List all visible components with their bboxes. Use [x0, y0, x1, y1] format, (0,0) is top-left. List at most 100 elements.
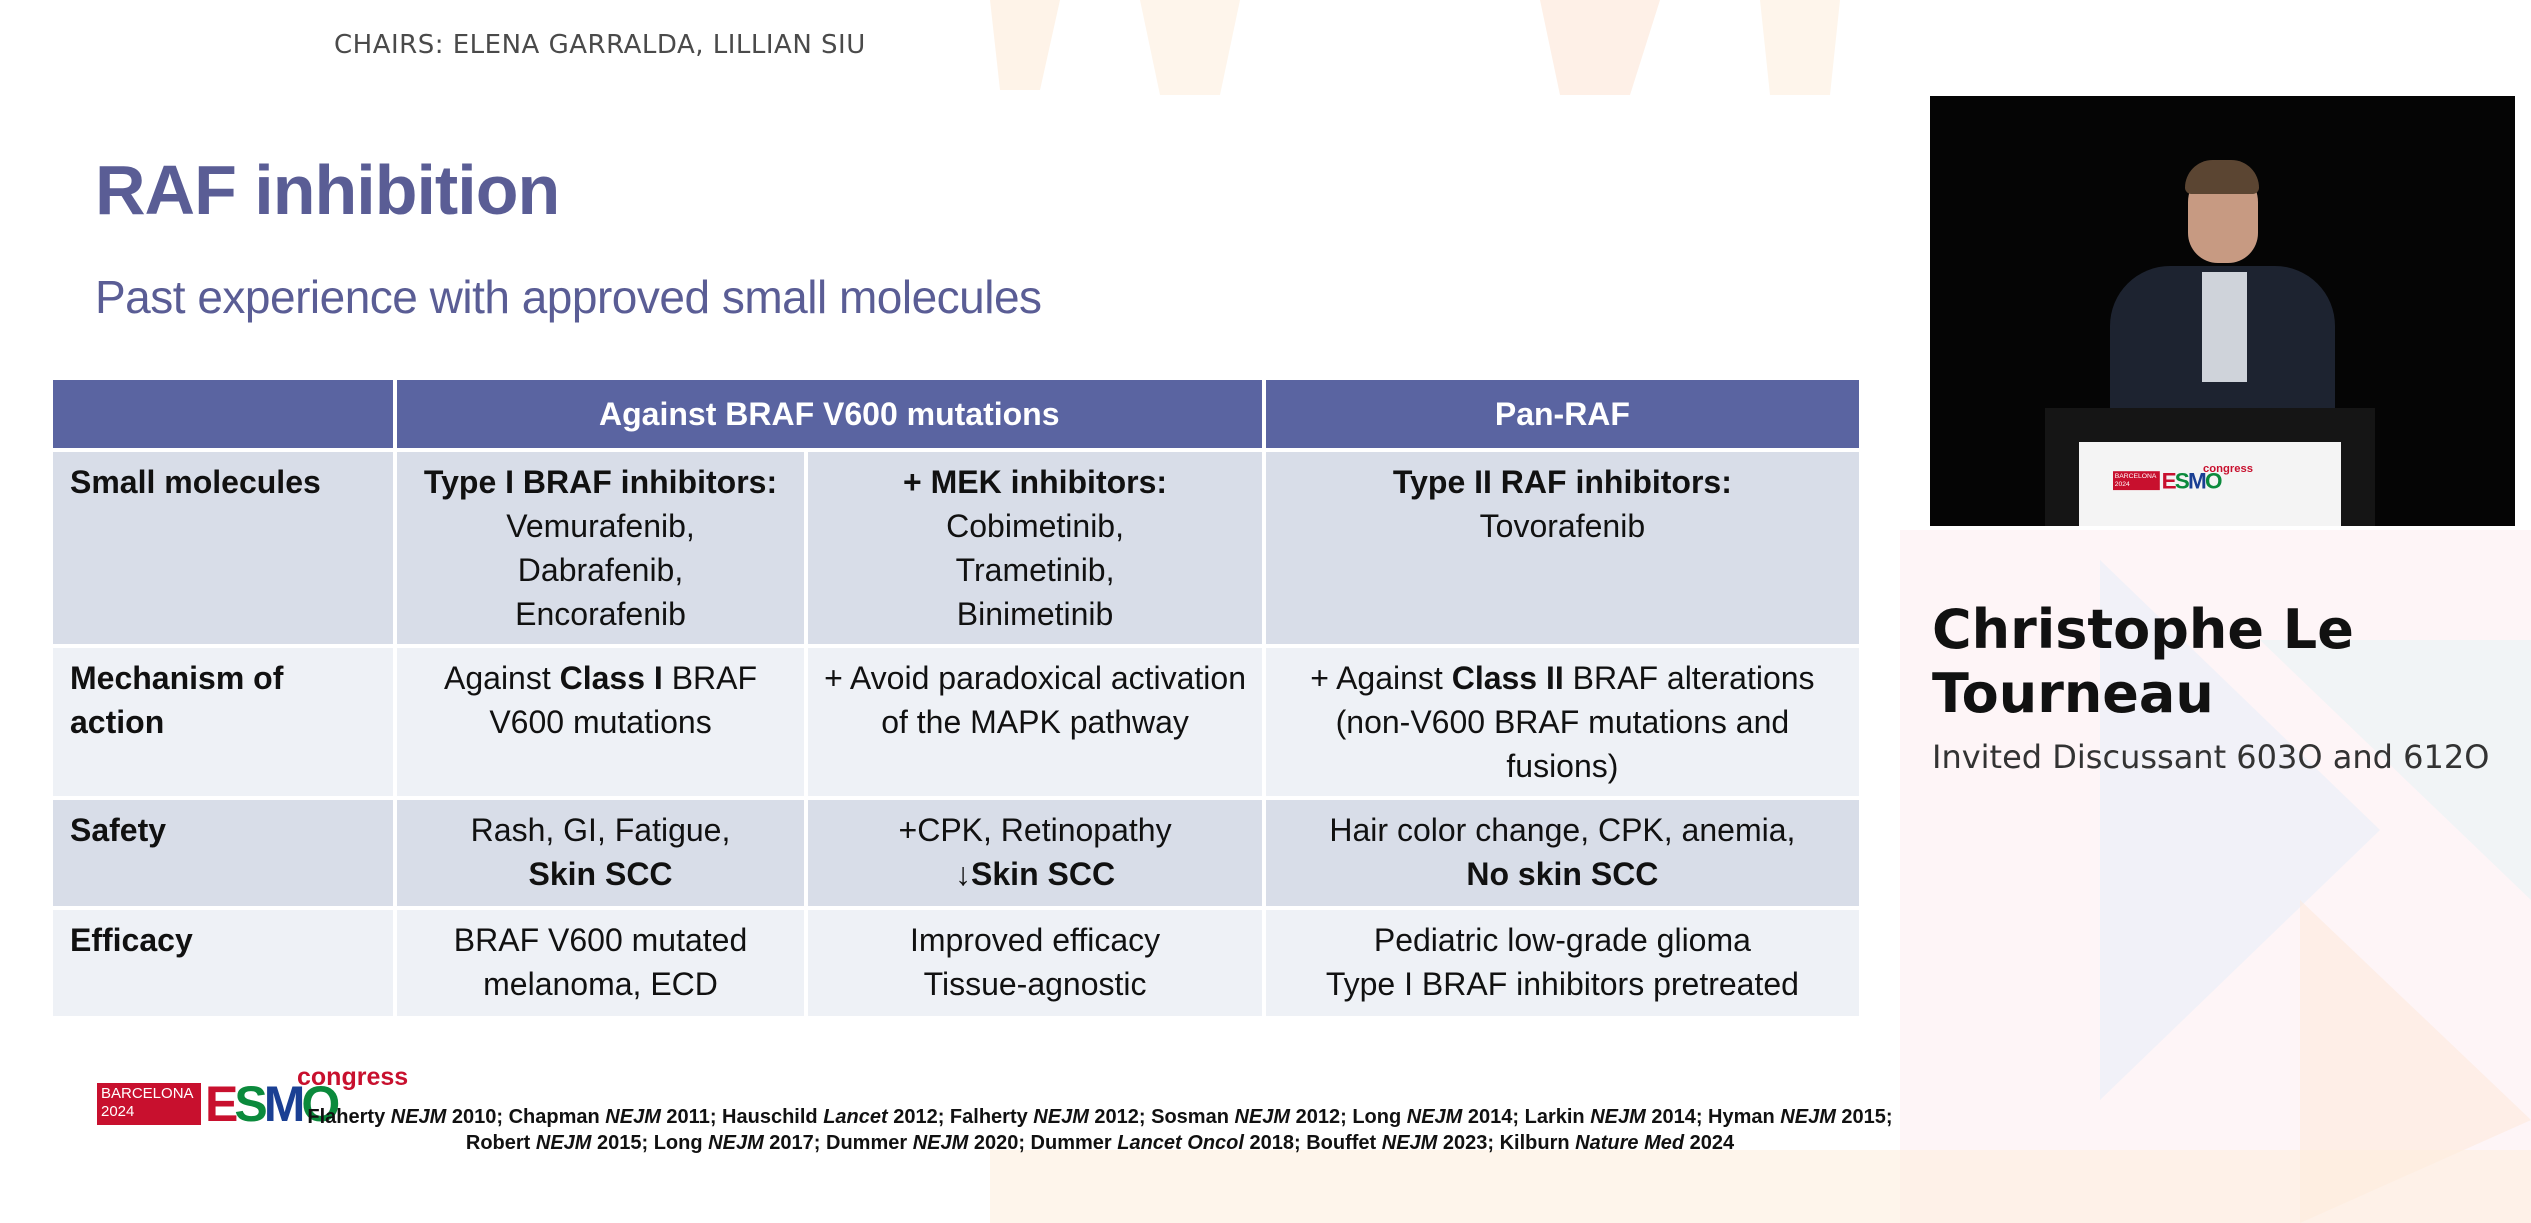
text-run-bold: Class II: [1451, 660, 1564, 696]
logo-letter: M: [2188, 468, 2207, 494]
table-cell: + MEK inhibitors: Cobimetinib, Trametini…: [808, 452, 1262, 644]
logo-esmo-wordmark: ESMO: [205, 1079, 340, 1129]
reference-year: 2024: [1684, 1132, 1735, 1154]
logo-city: BARCELONA: [101, 1085, 194, 1102]
reference-year: 2014;: [1462, 1106, 1525, 1128]
table-cell: BRAF V600 mutated melanoma, ECD: [396, 910, 805, 1016]
reference-author: Hyman: [1708, 1106, 1781, 1128]
cell-title: Type I BRAF inhibitors:: [423, 464, 778, 500]
cell-line: Skin SCC: [528, 856, 673, 892]
text-run: BRAF alterations: [1563, 660, 1815, 696]
reference-journal: NEJM: [1381, 1132, 1438, 1154]
reference-author: Larkin: [1524, 1106, 1591, 1128]
cell-line: + Against Class II BRAF alterations: [1280, 656, 1845, 700]
cell-line: V600 mutations: [489, 704, 712, 740]
cell-line: Tissue-agnostic: [923, 966, 1147, 1002]
speaker-role: Invited Discussant 603O and 612O: [1932, 738, 2490, 776]
reference-author: Long: [1352, 1106, 1407, 1128]
header-cell-braf-v600: Against BRAF V600 mutations: [396, 380, 1262, 448]
table-cell: Type II RAF inhibitors: Tovorafenib: [1265, 452, 1859, 644]
logo-congress-text: congress: [2203, 462, 2254, 475]
row-label: Mechanism of action: [53, 648, 393, 796]
logo-letter: O: [2204, 468, 2223, 494]
cell-line: Tovorafenib: [1479, 508, 1646, 544]
logo-city-year: BARCELONA 2024: [97, 1083, 201, 1125]
table-row-mechanism: Mechanism of action Against Class I BRAF…: [53, 648, 1859, 796]
slide-title: RAF inhibition: [95, 151, 560, 229]
slide-subtitle: Past experience with approved small mole…: [95, 271, 1042, 323]
table-cell: Against Class I BRAF V600 mutations: [396, 648, 805, 796]
esmo-congress-logo-small: BARCELONA 2024 ESMO congress: [2113, 462, 2253, 494]
row-label: Efficacy: [53, 910, 393, 1016]
reference-author: Long: [653, 1132, 709, 1154]
reference-year: 2012;: [887, 1106, 950, 1128]
reference-journal: NEJM: [1234, 1106, 1291, 1128]
reference-year: 2010;: [446, 1106, 509, 1128]
logo-year: 2024: [2114, 480, 2130, 488]
logo-letter: S: [2174, 468, 2190, 494]
cell-line: Improved efficacy: [909, 922, 1161, 958]
reference-journal: NEJM: [708, 1132, 764, 1154]
cell-line: Dabrafenib,: [517, 552, 684, 588]
reference-author: Falherty: [949, 1106, 1034, 1128]
reference-author: Sosman: [1151, 1106, 1235, 1128]
table-header-row: Against BRAF V600 mutations Pan-RAF: [53, 380, 1859, 448]
logo-letter: E: [205, 1076, 238, 1132]
table-cell: + Avoid paradoxical activation of the MA…: [808, 648, 1262, 796]
cell-line: Cobimetinib,: [946, 508, 1124, 544]
reference-year: 2012;: [1088, 1106, 1152, 1128]
table-cell: +CPK, Retinopathy ↓Skin SCC: [808, 800, 1262, 906]
cell-line: ↓Skin SCC: [955, 856, 1116, 892]
reference-author: Robert: [465, 1132, 536, 1154]
text-run: Against: [444, 660, 560, 696]
row-label: Safety: [53, 800, 393, 906]
logo-letter: M: [263, 1076, 306, 1132]
esmo-congress-logo: BARCELONA 2024 ESMO congress: [97, 1063, 408, 1129]
reference-journal: NEJM: [1780, 1106, 1836, 1128]
speaker-name: Christophe Le Tourneau: [1932, 598, 2354, 725]
logo-letter: O: [301, 1076, 340, 1132]
reference-journal: NEJM: [912, 1132, 969, 1154]
table-cell: Hair color change, CPK, anemia, No skin …: [1265, 800, 1859, 906]
reference-year: 2018;: [1243, 1132, 1307, 1154]
row-label: Small molecules: [53, 452, 393, 644]
cell-line: Against Class I BRAF: [411, 656, 791, 700]
cell-line: Pediatric low-grade glioma: [1373, 922, 1751, 958]
speaker-hair: [2185, 160, 2259, 194]
cell-title: Type II RAF inhibitors:: [1392, 464, 1732, 500]
reference-year: 2015;: [1835, 1106, 1893, 1128]
text-run: + Against: [1310, 660, 1452, 696]
cell-line: Encorafenib: [515, 596, 686, 632]
reference-journal: Lancet Oncol: [1117, 1132, 1244, 1154]
reference-year: 2014;: [1645, 1106, 1709, 1128]
logo-letter: S: [234, 1076, 267, 1132]
table-cell: Type I BRAF inhibitors: Vemurafenib, Dab…: [396, 452, 805, 644]
table-row-safety: Safety Rash, GI, Fatigue, Skin SCC +CPK,…: [53, 800, 1859, 906]
speaker-video-feed: BARCELONA 2024 ESMO congress: [1930, 96, 2515, 526]
logo-letter: E: [2161, 468, 2177, 494]
table-cell: Pediatric low-grade glioma Type I BRAF i…: [1265, 910, 1859, 1016]
reference-year: 2015;: [591, 1132, 654, 1154]
table-cell: + Against Class II BRAF alterations (non…: [1265, 648, 1859, 796]
references: Flaherty NEJM 2010; Chapman NEJM 2011; H…: [300, 1104, 1900, 1156]
text-run: BRAF: [662, 660, 758, 696]
reference-journal: NEJM: [605, 1106, 661, 1128]
text-run-bold: Class I: [559, 660, 663, 696]
logo-city: BARCELONA: [2114, 472, 2157, 480]
reference-author: Kilburn: [1499, 1132, 1576, 1154]
speaker-shirt: [2202, 272, 2247, 382]
reference-year: 2012;: [1290, 1106, 1353, 1128]
reference-journal: NEJM: [1590, 1106, 1646, 1128]
cell-line: +CPK, Retinopathy: [898, 812, 1172, 848]
cell-line: No skin SCC: [1466, 856, 1659, 892]
logo-city-year: BARCELONA 2024: [2113, 471, 2160, 491]
reference-journal: Lancet: [823, 1106, 888, 1128]
reference-year: 2023;: [1437, 1132, 1500, 1154]
cell-title: + MEK inhibitors:: [903, 464, 1168, 500]
reference-journal: NEJM: [535, 1132, 592, 1154]
reference-author: Hauschild: [722, 1106, 824, 1128]
cell-line: melanoma, ECD: [483, 966, 718, 1002]
cell-line: Type I BRAF inhibitors pretreated: [1325, 966, 1799, 1002]
table-cell: Improved efficacy Tissue-agnostic: [808, 910, 1262, 1016]
cell-line: (non-V600 BRAF mutations and fusions): [1335, 704, 1790, 784]
